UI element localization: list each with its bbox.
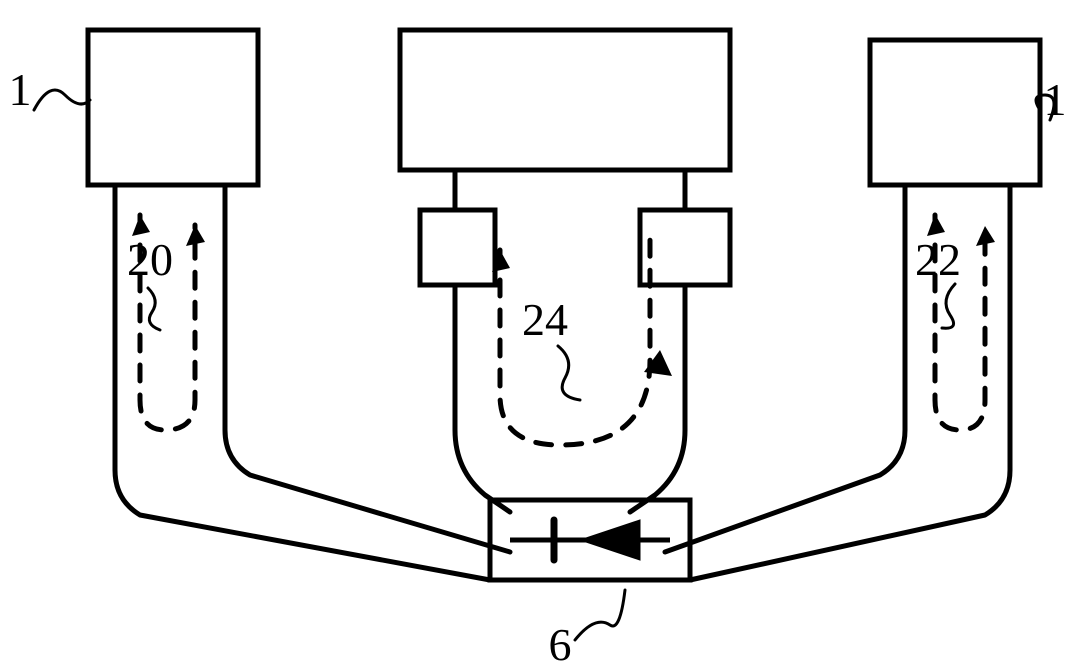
- wire-left-inner: [225, 185, 510, 552]
- label-l20: 20: [127, 234, 173, 285]
- box-top_left: [88, 30, 258, 185]
- label-l6: 6: [549, 619, 572, 664]
- flow-left-arrow-a: [132, 215, 150, 236]
- label-left_1: 1: [9, 64, 32, 115]
- label-l24: 24: [522, 294, 568, 345]
- diode-triangle: [580, 520, 640, 560]
- box-top_right: [870, 40, 1040, 185]
- label-l22: 22: [915, 234, 961, 285]
- flow-left-arrow-b: [186, 225, 205, 246]
- box-top_center: [400, 30, 730, 170]
- wire-right-inner: [665, 185, 905, 552]
- leader-l20: [148, 288, 160, 330]
- leader-l6: [575, 590, 625, 640]
- flow-right-arrow-a: [927, 214, 945, 236]
- wire-right-outer: [690, 185, 1010, 580]
- box-mid_right: [640, 210, 730, 285]
- box-mid_left: [420, 210, 495, 285]
- leader-left_1: [34, 90, 90, 110]
- label-right_1: 1: [1044, 74, 1067, 125]
- wire-center-right-down: [630, 285, 685, 512]
- flow-right-arrow-b: [976, 226, 995, 246]
- leader-l24: [558, 346, 580, 400]
- leader-l22: [942, 284, 955, 328]
